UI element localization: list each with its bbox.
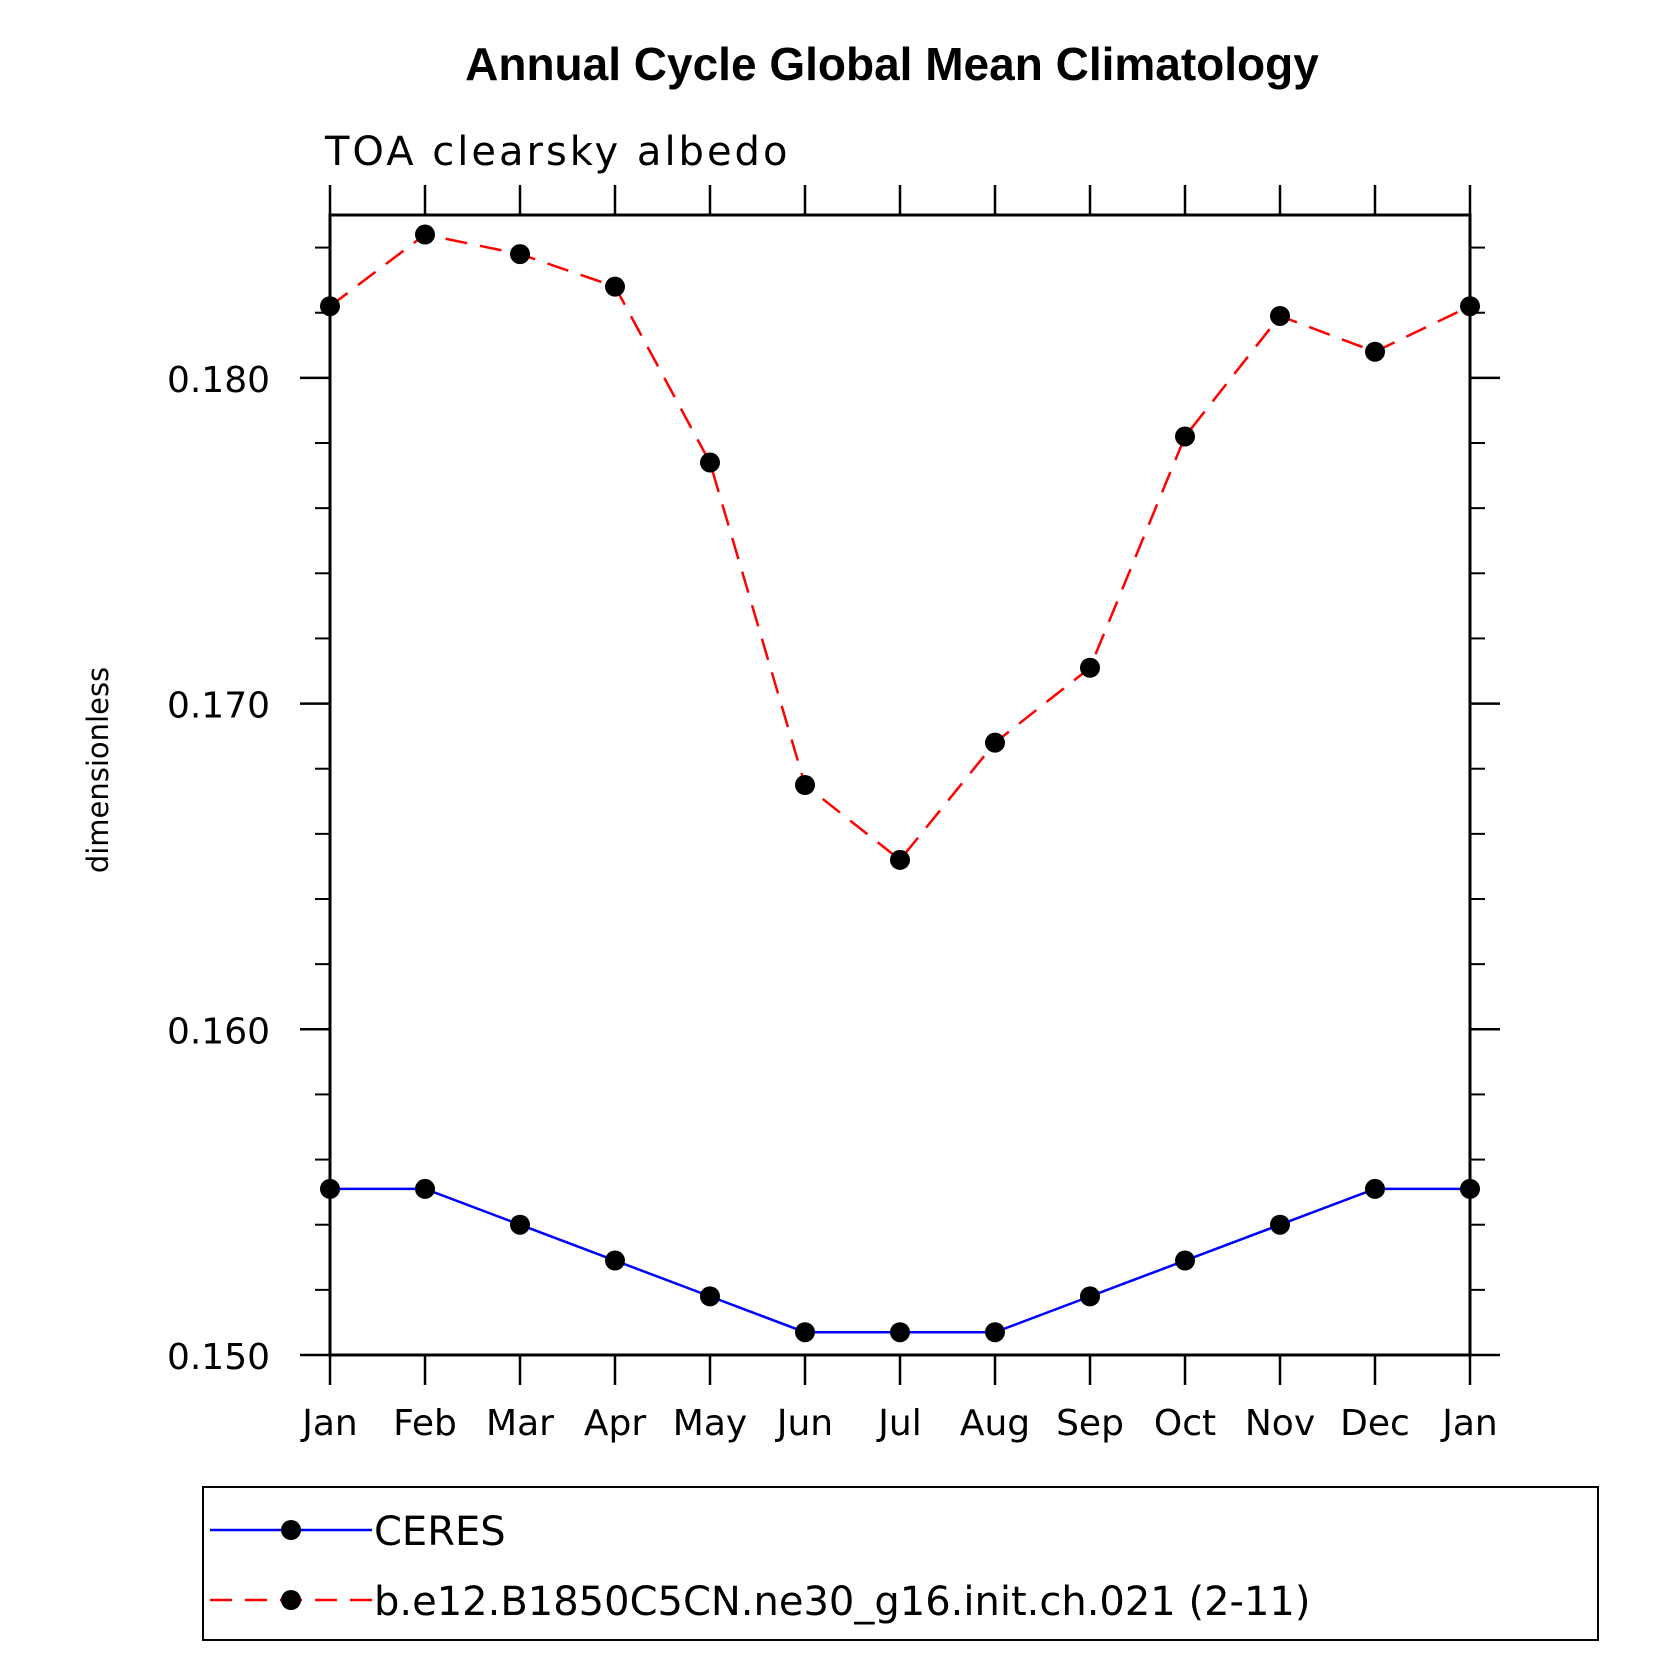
series-0-point-8: [1080, 1286, 1100, 1307]
series-1-point-8: [1080, 657, 1100, 678]
legend: CERES b.e12.B1850C5CN.ne30_g16.init.ch.0…: [202, 1486, 1599, 1641]
series-1-point-12: [1460, 296, 1480, 317]
x-tick-label-3: Apr: [584, 1403, 646, 1444]
series-0-point-3: [605, 1250, 625, 1271]
x-tick-label-9: Oct: [1154, 1403, 1216, 1444]
chart-title: Annual Cycle Global Mean Climatology: [465, 38, 1319, 90]
x-tick-label-7: Aug: [960, 1403, 1030, 1444]
legend-label-ceres: CERES: [374, 1509, 506, 1555]
series-0-point-10: [1270, 1214, 1290, 1235]
x-tick-label-4: May: [673, 1403, 747, 1444]
series-1-point-11: [1365, 341, 1385, 362]
series-0-point-6: [890, 1322, 910, 1343]
y-tick-label-0: 0.150: [167, 1337, 270, 1378]
series-1-point-6: [890, 849, 910, 870]
series-1-point-5: [795, 775, 815, 795]
legend-marker-ceres: [281, 1520, 301, 1540]
series-0-point-0: [320, 1178, 340, 1199]
series-1-point-0: [320, 296, 340, 317]
x-tick-label-0: Jan: [300, 1403, 358, 1444]
x-tick-label-5: Jun: [775, 1403, 833, 1444]
series-0-point-11: [1365, 1178, 1385, 1199]
series-0-point-2: [510, 1214, 530, 1235]
x-tick-label-6: Jul: [876, 1403, 921, 1444]
series-0-point-9: [1175, 1250, 1195, 1271]
y-tick-label-3: 0.180: [167, 360, 270, 401]
x-tick-label-1: Feb: [393, 1403, 457, 1444]
x-tick-label-11: Dec: [1340, 1403, 1410, 1444]
x-tick-label-10: Nov: [1245, 1403, 1315, 1444]
series-line-1: [329, 233, 1471, 862]
series-1-point-4: [700, 452, 720, 473]
axis-ticks: [300, 185, 1500, 1385]
series-1-point-3: [605, 276, 625, 297]
series-0-point-12: [1460, 1178, 1480, 1199]
y-tick-label-1: 0.160: [167, 1011, 270, 1052]
x-tick-label-2: Mar: [486, 1403, 554, 1444]
series-layer: [320, 224, 1480, 1343]
series-0-point-5: [795, 1322, 815, 1343]
series-line-0: [330, 1187, 1470, 1334]
x-tick-labels: Jan Feb Mar Apr May Jun Jul Aug Sep Oct Nov Dec Jan: [300, 1403, 1498, 1444]
y-tick-label-2: 0.170: [167, 686, 270, 727]
plot-frame: [328, 213, 1472, 1357]
series-1-point-7: [985, 732, 1005, 753]
series-1-point-9: [1175, 426, 1195, 447]
series-0-point-4: [700, 1286, 720, 1307]
series-0-point-1: [415, 1178, 435, 1199]
chart-subtitle: TOA clearsky albedo: [324, 129, 790, 175]
legend-marker-model: [281, 1590, 301, 1610]
legend-box: [202, 1486, 1599, 1641]
y-tick-labels: 0.150 0.160 0.170 0.180: [167, 360, 270, 1378]
x-tick-label-12: Jan: [1440, 1403, 1498, 1444]
series-1-point-2: [510, 244, 530, 265]
series-1-point-10: [1270, 305, 1290, 326]
legend-label-model: b.e12.B1850C5CN.ne30_g16.init.ch.021 (2-…: [374, 1579, 1310, 1625]
x-tick-label-8: Sep: [1056, 1403, 1124, 1444]
y-axis-label: dimensionless: [81, 667, 115, 873]
series-1-point-1: [415, 224, 435, 245]
series-0-point-7: [985, 1322, 1005, 1343]
